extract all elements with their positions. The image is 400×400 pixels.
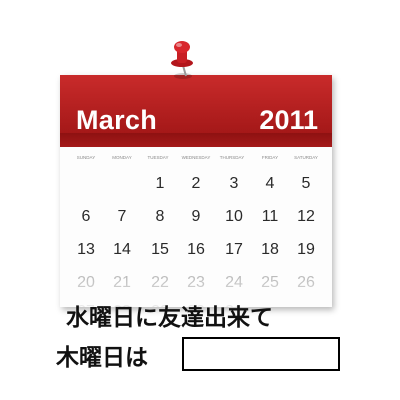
calendar-day: 13 <box>77 241 95 258</box>
calendar-day: 11 <box>261 208 279 225</box>
weekday-label: MONDAY <box>112 155 132 160</box>
weekday-label: THURSDAY <box>219 155 245 160</box>
header-fold <box>60 133 332 147</box>
calendar-day: 3 <box>229 175 239 192</box>
weekday-label: WEDNESDAY <box>181 155 211 160</box>
weekday-label: FRIDAY <box>261 155 279 160</box>
calendar-day: 6 <box>81 208 91 225</box>
calendar-day: 9 <box>191 208 201 225</box>
calendar-day: 8 <box>155 208 165 225</box>
calendar-day: 12 <box>297 208 315 225</box>
pushpin-icon <box>171 41 193 79</box>
calendar-day: 5 <box>301 175 311 192</box>
weekday-label: SATURDAY <box>294 155 318 160</box>
calendar-day: 17 <box>225 241 243 258</box>
calendar-day: 15 <box>151 241 169 258</box>
question-line-2: 木曜日は <box>56 345 148 371</box>
calendar: March 2011 SUNDAY MONDAY TUESDAY WEDNESD… <box>60 75 332 307</box>
month-label: March <box>76 105 158 135</box>
year-label: 2011 <box>259 105 318 135</box>
weekday-row: SUNDAY MONDAY TUESDAY WEDNESDAY THURSDAY… <box>64 155 328 165</box>
weekday-label: TUESDAY <box>147 155 169 160</box>
weekday-label: SUNDAY <box>76 155 96 160</box>
calendar-header: March 2011 <box>60 75 332 147</box>
answer-box[interactable] <box>182 337 340 371</box>
calendar-fade <box>60 271 332 307</box>
calendar-day: 10 <box>225 208 243 225</box>
question-line-1: 水曜日に友達出来て <box>66 305 273 331</box>
calendar-day: 14 <box>113 241 131 258</box>
calendar-day: 18 <box>261 241 279 258</box>
calendar-day: 2 <box>191 175 201 192</box>
calendar-day: 19 <box>297 241 315 258</box>
calendar-day: 16 <box>187 241 205 258</box>
calendar-day: 7 <box>117 208 127 225</box>
calendar-day: 1 <box>155 175 165 192</box>
calendar-day: 4 <box>265 175 275 192</box>
